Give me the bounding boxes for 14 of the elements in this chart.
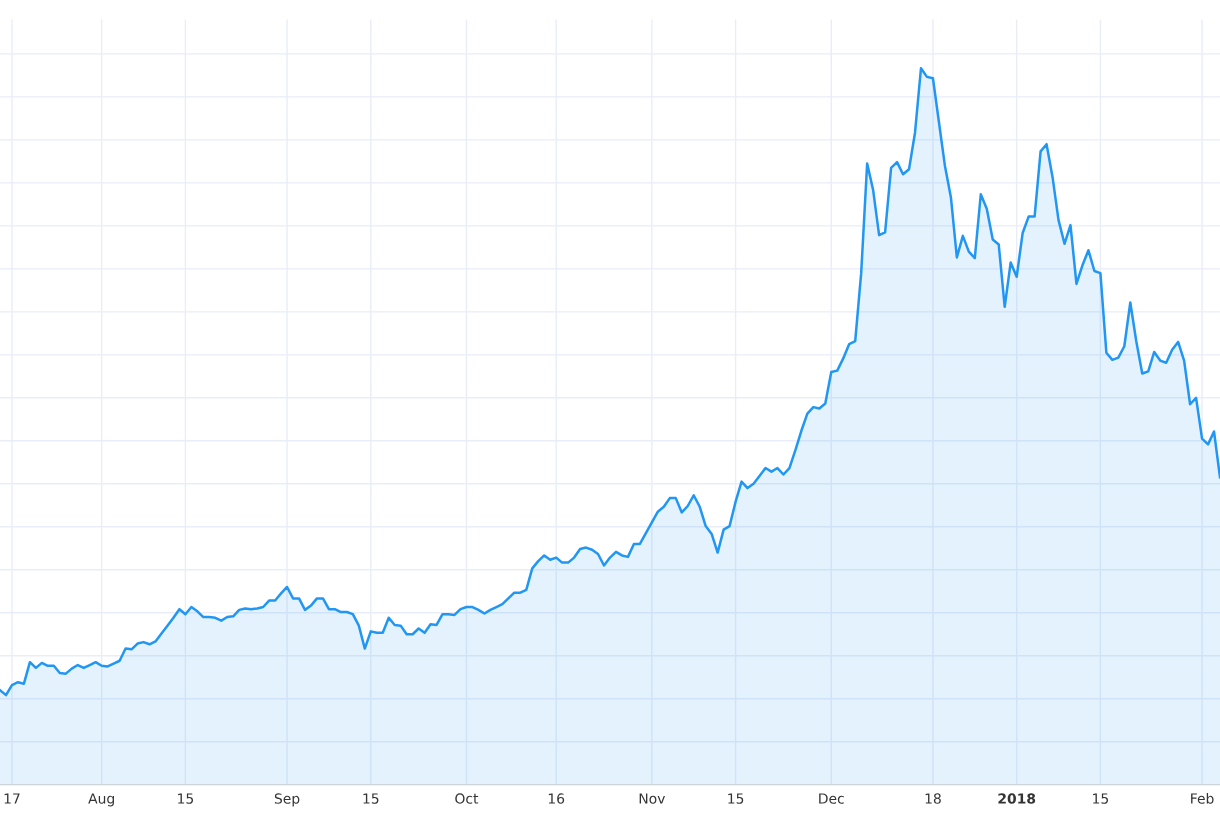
x-tick-label: 2018 — [998, 793, 1036, 804]
x-tick-label: 17 — [4, 793, 20, 804]
x-tick-label: 15 — [178, 793, 194, 804]
x-tick-label: 15 — [728, 793, 744, 804]
x-tick-label: Feb — [1191, 793, 1214, 804]
x-tick-label: Aug — [88, 793, 114, 807]
x-tick-label: 15 — [363, 793, 379, 804]
x-tick-label: Nov — [639, 793, 665, 804]
x-tick-label: 16 — [548, 793, 565, 804]
x-tick-label: 18 — [925, 793, 941, 804]
x-tick-label: Dec — [819, 793, 844, 804]
x-tick-label: 15 — [1093, 793, 1109, 804]
x-tick-label: Sep — [274, 793, 300, 807]
x-tick-label: Oct — [455, 793, 479, 804]
